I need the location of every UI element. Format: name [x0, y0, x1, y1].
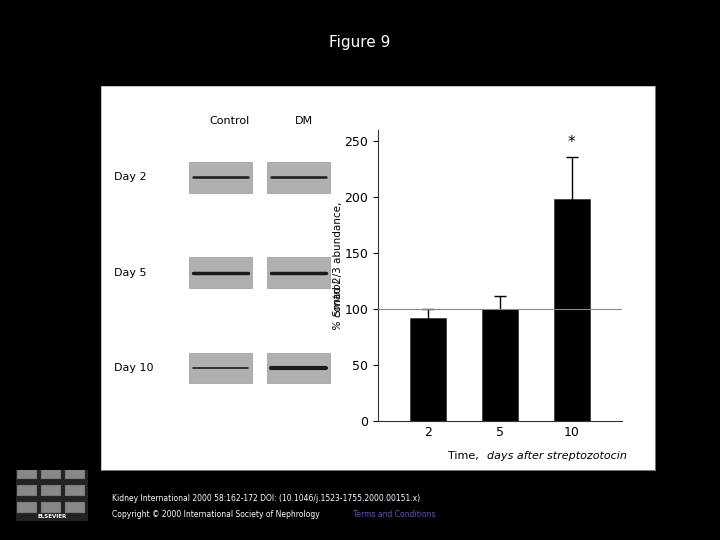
Text: % control: % control — [333, 280, 343, 330]
Text: Time,: Time, — [448, 451, 482, 461]
Text: ELSEVIER: ELSEVIER — [37, 514, 66, 518]
Bar — [41, 485, 61, 496]
Bar — [189, 258, 252, 288]
Bar — [410, 318, 446, 421]
Bar — [554, 199, 590, 421]
Text: Copyright © 2000 International Society of Nephrology: Copyright © 2000 International Society o… — [112, 510, 322, 519]
Bar — [482, 309, 518, 421]
Bar — [41, 468, 61, 479]
Bar — [266, 258, 330, 288]
Text: Day 5: Day 5 — [114, 268, 146, 278]
Text: DM: DM — [295, 117, 313, 126]
Bar — [41, 502, 61, 514]
Text: *: * — [568, 135, 575, 150]
Bar — [66, 485, 86, 496]
Bar — [66, 468, 86, 479]
Bar — [17, 485, 37, 496]
Text: Kidney International 2000 58:162-172 DOI: (10.1046/j.1523-1755.2000.00151.x): Kidney International 2000 58:162-172 DOI… — [112, 494, 420, 503]
Bar — [266, 353, 330, 383]
Bar — [17, 468, 37, 479]
Text: days after streptozotocin: days after streptozotocin — [487, 451, 627, 461]
Text: Figure 9: Figure 9 — [329, 35, 391, 50]
Text: Day 2: Day 2 — [114, 172, 146, 183]
Bar — [266, 162, 330, 193]
Text: Day 10: Day 10 — [114, 363, 153, 373]
Text: Control: Control — [209, 117, 249, 126]
Bar — [17, 502, 37, 514]
Bar — [189, 353, 252, 383]
Text: Terms and Conditions: Terms and Conditions — [353, 510, 436, 519]
Text: Smad 2/3 abundance,: Smad 2/3 abundance, — [333, 202, 343, 316]
Bar — [66, 502, 86, 514]
Bar — [189, 162, 252, 193]
